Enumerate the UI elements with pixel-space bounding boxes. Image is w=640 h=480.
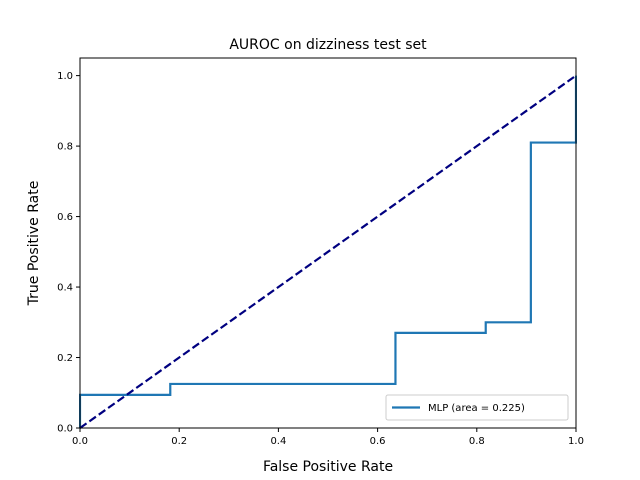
reference-diagonal-line <box>79 74 577 429</box>
y-axis-title: True Positive Rate <box>26 181 42 307</box>
y-axis: 0.0 0.2 0.4 0.6 0.8 1.0 <box>57 71 80 435</box>
x-axis: 0.0 0.2 0.4 0.6 0.8 1.0 <box>72 428 584 447</box>
x-tick-label: 0.6 <box>370 436 386 447</box>
x-tick-label: 0.8 <box>469 436 485 447</box>
x-tick-label: 0.2 <box>171 436 187 447</box>
series-line-mlp <box>79 75 577 428</box>
y-tick-label: 0.6 <box>57 212 73 223</box>
y-tick-label: 0.2 <box>57 353 73 364</box>
plot-lines <box>79 74 577 429</box>
x-tick-label: 0.0 <box>72 436 88 447</box>
y-tick-label: 0.0 <box>57 424 73 435</box>
y-tick-label: 0.4 <box>57 283 73 294</box>
legend: MLP (area = 0.225) <box>385 394 569 421</box>
x-tick-label: 0.4 <box>270 436 286 447</box>
x-tick-label: 1.0 <box>568 436 584 447</box>
legend-label-mlp: MLP (area = 0.225) <box>428 403 525 414</box>
x-axis-title: False Positive Rate <box>263 459 393 475</box>
y-tick-label: 0.8 <box>57 142 73 153</box>
chart-title: AUROC on dizziness test set <box>229 37 427 53</box>
plot-frame <box>79 57 577 429</box>
legend-box <box>385 394 569 421</box>
y-tick-label: 1.0 <box>57 71 73 82</box>
